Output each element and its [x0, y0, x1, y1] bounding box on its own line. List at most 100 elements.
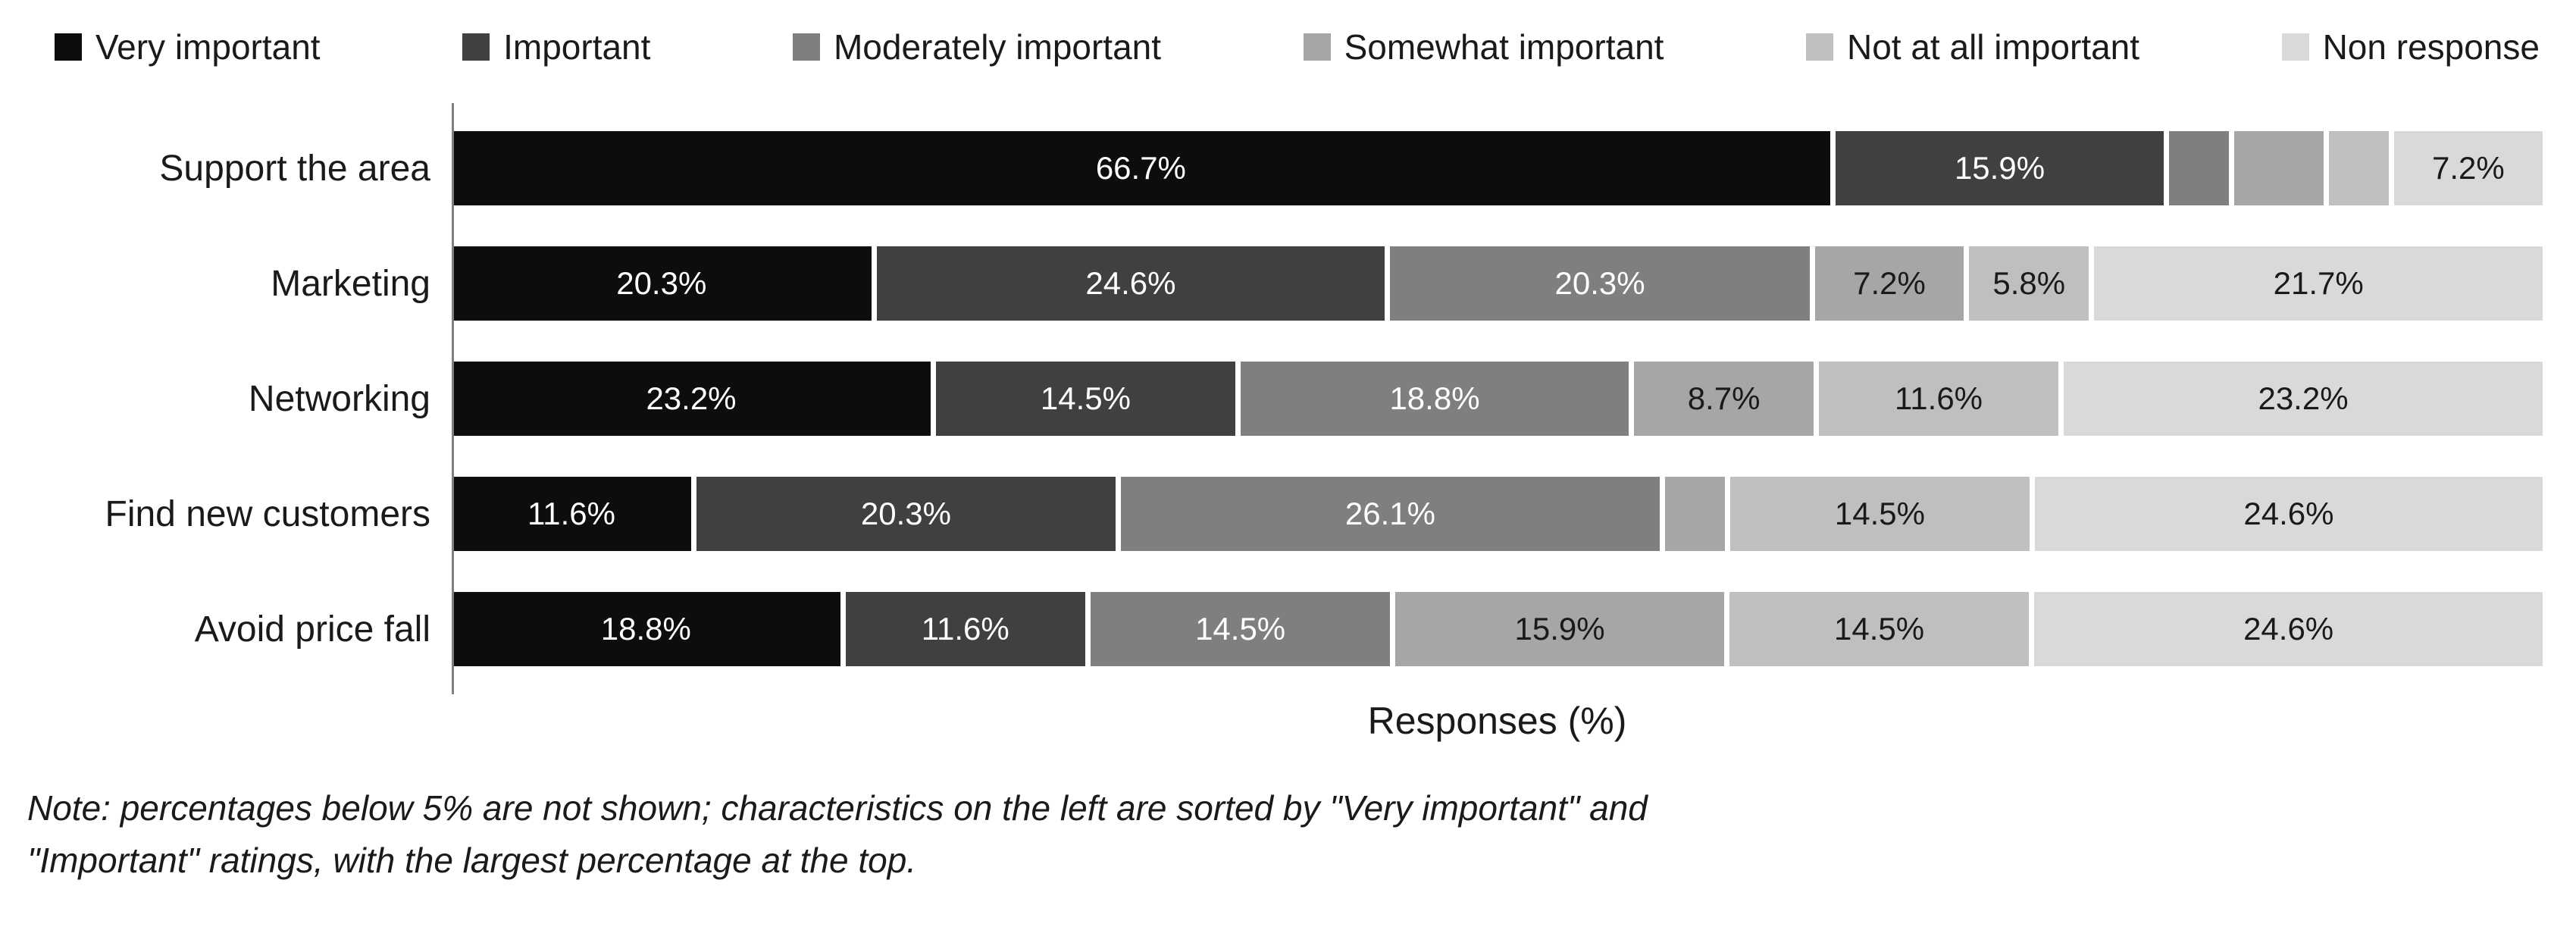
legend-swatch-icon: [1303, 33, 1331, 61]
bar-segment-label: 24.6%: [1085, 265, 1176, 301]
footnote-line-1: Note: percentages below 5% are not shown…: [27, 788, 1648, 828]
legend-swatch-icon: [1805, 33, 1833, 61]
bar-segment-label: 24.6%: [2243, 611, 2334, 647]
bars-column: 66.7% 15.9% 7.2% 20.3% 24.6% 20.3% 7.2% 5.8% 21.…: [452, 103, 2543, 694]
bar-segment: 5.8%: [1969, 246, 2089, 321]
bar-segment: 15.9%: [1395, 592, 1724, 666]
bar-segment-label: 8.7%: [1687, 380, 1761, 416]
bar-segment: 20.3%: [452, 246, 872, 321]
bar-row-slot: 18.8% 11.6% 14.5% 15.9% 14.5% 24.6%: [452, 571, 2543, 687]
bar-row-slot: 20.3% 24.6% 20.3% 7.2% 5.8% 21.7%: [452, 226, 2543, 341]
bar-segment: 21.7%: [2094, 246, 2543, 321]
bar-segment-label: 24.6%: [2243, 496, 2334, 531]
bar-segment-label: 11.6%: [527, 496, 615, 531]
chart-plot-area: Support the area Marketing Networking Find …: [0, 103, 2543, 694]
bar-segment: 23.2%: [2064, 362, 2543, 436]
bar-segment: 15.9%: [1835, 131, 2164, 205]
legend-item: Important: [462, 27, 650, 67]
bar-segment: 20.3%: [1390, 246, 1810, 321]
bar-segment: 7.2%: [2393, 131, 2543, 205]
bar-segment-label: 11.6%: [921, 611, 1009, 647]
bar-segment: 14.5%: [1729, 477, 2030, 551]
bar-segment: [2328, 131, 2389, 205]
legend-swatch-icon: [792, 33, 820, 61]
legend: Very important Important Moderately import…: [0, 0, 2576, 74]
legend-label: Very important: [95, 27, 321, 67]
bar-segment: 24.6%: [2034, 592, 2543, 666]
bar-segment: 23.2%: [452, 362, 931, 436]
legend-item: Moderately important: [792, 27, 1162, 67]
bar-segment-label: 15.9%: [1954, 150, 2045, 186]
footnote-line-2: "Important" ratings, with the largest pe…: [27, 841, 917, 880]
bar-segment: [2234, 131, 2324, 205]
bar-segment-label: 15.9%: [1514, 611, 1605, 647]
x-axis-title-row: Responses (%): [0, 687, 2543, 743]
category-labels-column: Support the area Marketing Networking Find …: [0, 111, 452, 687]
bar-segment-label: 18.8%: [1389, 380, 1480, 416]
legend-item: Not at all important: [1805, 27, 2140, 67]
bar-segment-label: 14.5%: [1040, 380, 1131, 416]
legend-label: Important: [503, 27, 651, 67]
x-axis-title-spacer: [0, 687, 452, 743]
legend-label: Somewhat important: [1344, 27, 1664, 67]
bar-segment: 14.5%: [1729, 592, 2030, 666]
legend-item: Somewhat important: [1303, 27, 1664, 67]
footnote: Note: percentages below 5% are not shown…: [27, 782, 2531, 887]
category-label: Networking: [248, 378, 430, 419]
bar-segment-label: 23.2%: [2258, 380, 2349, 416]
bar-segment-label: 20.3%: [860, 496, 952, 531]
bar-segment: [2169, 131, 2230, 205]
bar-segment: 20.3%: [696, 477, 1116, 551]
bar-segment-label: 20.3%: [616, 265, 707, 301]
bar-segment-label: 66.7%: [1095, 150, 1186, 186]
bar-segment: [1664, 477, 1725, 551]
bar-row: 18.8% 11.6% 14.5% 15.9% 14.5% 24.6%: [452, 592, 2543, 666]
legend-label: Non response: [2322, 27, 2540, 67]
category-label: Avoid price fall: [194, 609, 430, 650]
bar-segment: 24.6%: [2034, 477, 2543, 551]
legend-swatch-icon: [55, 33, 82, 61]
bar-segment: 24.6%: [876, 246, 1385, 321]
bar-segment: 8.7%: [1634, 362, 1814, 436]
bar-segment-label: 14.5%: [1834, 496, 1925, 531]
bar-segment-label: 18.8%: [600, 611, 691, 647]
bar-segment: 11.6%: [845, 592, 1085, 666]
bar-segment-label: 14.5%: [1195, 611, 1286, 647]
bar-segment-label: 7.2%: [1853, 265, 1926, 301]
category-label: Find new customers: [105, 493, 431, 534]
bar-row-slot: 23.2% 14.5% 18.8% 8.7% 11.6% 23.2%: [452, 341, 2543, 456]
bar-segment: 14.5%: [935, 362, 1235, 436]
bar-segment: 18.8%: [452, 592, 840, 666]
legend-label: Not at all important: [1846, 27, 2140, 67]
bar-segment-label: 21.7%: [2273, 265, 2364, 301]
bar-row-slot: 11.6% 20.3% 26.1% 14.5% 24.6%: [452, 456, 2543, 571]
category-label: Support the area: [159, 148, 430, 189]
legend-item: Very important: [55, 27, 321, 67]
bar-segment: 18.8%: [1240, 362, 1629, 436]
bar-segment-label: 23.2%: [646, 380, 737, 416]
legend-label: Moderately important: [833, 27, 1162, 67]
bar-row: 23.2% 14.5% 18.8% 8.7% 11.6% 23.2%: [452, 362, 2543, 436]
x-axis-title: Responses (%): [1367, 700, 1627, 742]
legend-swatch-icon: [462, 33, 490, 61]
bar-segment-label: 11.6%: [1895, 380, 1983, 416]
legend-item: Non response: [2281, 27, 2540, 67]
y-axis-line: [452, 103, 454, 694]
bar-row: 66.7% 15.9% 7.2%: [452, 131, 2543, 205]
bar-segment: 14.5%: [1090, 592, 1391, 666]
bar-segment: 11.6%: [1819, 362, 2059, 436]
bar-row-slot: 66.7% 15.9% 7.2%: [452, 111, 2543, 226]
bar-segment-label: 7.2%: [2431, 150, 2505, 186]
category-label: Marketing: [271, 263, 430, 304]
bar-segment-label: 5.8%: [1992, 265, 2066, 301]
bar-segment: 26.1%: [1120, 477, 1660, 551]
bar-segment-label: 26.1%: [1344, 496, 1435, 531]
bar-segment: 11.6%: [452, 477, 691, 551]
bar-segment: 7.2%: [1814, 246, 1964, 321]
bar-segment: 66.7%: [452, 131, 1830, 205]
legend-swatch-icon: [2281, 33, 2309, 61]
bar-row: 11.6% 20.3% 26.1% 14.5% 24.6%: [452, 477, 2543, 551]
bar-segment-label: 20.3%: [1554, 265, 1645, 301]
bar-segment-label: 14.5%: [1833, 611, 1925, 647]
